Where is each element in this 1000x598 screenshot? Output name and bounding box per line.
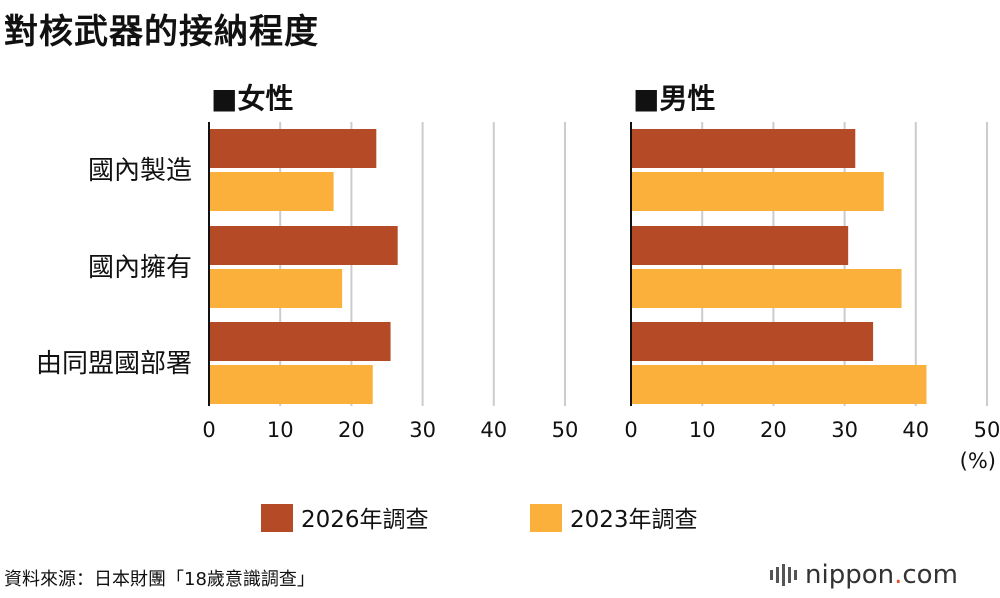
bar bbox=[631, 129, 856, 168]
x-tick-label: 40 bbox=[480, 418, 507, 442]
bar bbox=[209, 129, 377, 168]
bar bbox=[631, 172, 884, 211]
x-tick-label: 50 bbox=[974, 418, 1000, 442]
legend-label: 2026年調查 bbox=[301, 507, 429, 533]
x-tick-label: 30 bbox=[831, 418, 858, 442]
legend-swatch bbox=[261, 504, 293, 532]
legend-label: 2023年調查 bbox=[570, 507, 698, 533]
unit-label: (%) bbox=[960, 449, 996, 473]
panel-title-1: ■男性 bbox=[633, 82, 715, 115]
bar bbox=[209, 226, 398, 265]
x-tick-label: 20 bbox=[338, 418, 365, 442]
logo-mark-icon bbox=[770, 564, 797, 586]
source-note: 資料來源：日本財團「18歲意識調查」 bbox=[4, 569, 315, 590]
x-tick-label: 50 bbox=[552, 418, 579, 442]
logo-dot: . bbox=[894, 560, 903, 590]
x-tick-label: 20 bbox=[760, 418, 787, 442]
x-tick-label: 30 bbox=[409, 418, 436, 442]
logo-suffix: com bbox=[902, 560, 958, 590]
x-tick-label: 0 bbox=[202, 418, 215, 442]
x-tick-label: 40 bbox=[902, 418, 929, 442]
bar bbox=[209, 322, 391, 361]
bar bbox=[631, 269, 902, 308]
logo-name: nippon bbox=[805, 560, 895, 590]
legend-swatch bbox=[530, 504, 562, 532]
x-tick-label: 10 bbox=[689, 418, 716, 442]
category-label: 由同盟國部署 bbox=[36, 349, 192, 379]
panel-title-0: ■女性 bbox=[211, 82, 293, 115]
bar bbox=[631, 322, 874, 361]
chart-title: 對核武器的接納程度 bbox=[4, 12, 319, 52]
bar bbox=[631, 226, 849, 265]
category-label: 國內製造 bbox=[88, 156, 192, 186]
bar bbox=[209, 172, 334, 211]
bar bbox=[209, 269, 343, 308]
bar bbox=[209, 365, 373, 404]
category-label: 國內擁有 bbox=[88, 253, 192, 283]
x-tick-label: 10 bbox=[267, 418, 294, 442]
x-tick-label: 0 bbox=[624, 418, 637, 442]
nippon-logo: nippon. com bbox=[770, 560, 958, 590]
bar bbox=[631, 365, 927, 404]
